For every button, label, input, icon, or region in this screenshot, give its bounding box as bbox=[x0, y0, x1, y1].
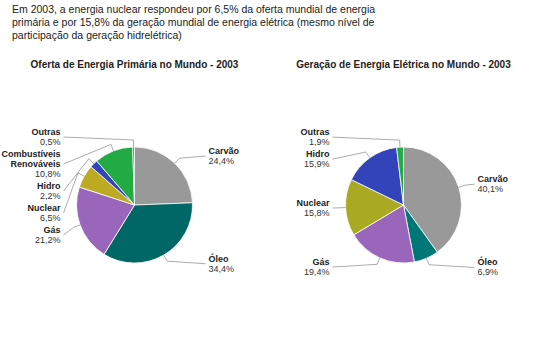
slice-category-label: Gás bbox=[43, 225, 60, 235]
slice-value-label: 40,1% bbox=[478, 184, 504, 194]
leader-line bbox=[333, 207, 346, 208]
label-line: Carvão bbox=[478, 174, 509, 184]
slice-value-label: 2,2% bbox=[40, 191, 61, 201]
header-line: primária e por 15,8% da geração mundial … bbox=[12, 16, 375, 28]
leader-line bbox=[175, 156, 206, 163]
slice-category-label: Nuclear bbox=[296, 198, 330, 208]
leader-line bbox=[333, 137, 401, 147]
label-line: Carvão bbox=[209, 146, 240, 156]
chart-canvas: Em 2003, a energia nuclear respondeu por… bbox=[0, 0, 538, 338]
label-line: Outras bbox=[300, 127, 329, 137]
label-line: Óleo bbox=[478, 256, 499, 267]
leader-line bbox=[64, 225, 81, 235]
label-line: Renováveis bbox=[10, 159, 60, 169]
slice-category-label: Nuclear bbox=[27, 203, 61, 213]
leader-line bbox=[64, 173, 85, 213]
pie-chart: Oferta de Energia Primária no Mundo - 20… bbox=[1, 59, 239, 274]
pie-slice bbox=[135, 147, 193, 205]
pie-slice bbox=[397, 147, 404, 205]
slices bbox=[345, 147, 461, 263]
label-line: Combustíveis bbox=[1, 149, 60, 159]
pie-slice bbox=[351, 147, 403, 205]
leader-line bbox=[333, 152, 370, 159]
chart-title: Geração de Energia Elétrica no Mundo - 2… bbox=[296, 59, 511, 70]
slice-value-label: 15,8% bbox=[304, 208, 330, 218]
slice-category-label: Outras bbox=[31, 127, 60, 137]
chart-title: Oferta de Energia Primária no Mundo - 20… bbox=[31, 59, 239, 70]
slice-value-label: 6,9% bbox=[478, 267, 499, 277]
slice-category-label: Hidro bbox=[306, 149, 330, 159]
label-line: Hidro bbox=[37, 181, 61, 191]
header-annotation: Em 2003, a energia nuclear respondeu por… bbox=[12, 3, 375, 41]
leader-line bbox=[333, 258, 380, 267]
slice-category-label: Óleo bbox=[209, 253, 230, 264]
slice-category-label: CombustíveisRenováveis bbox=[1, 149, 60, 169]
leader-line bbox=[64, 137, 134, 147]
leader-line bbox=[64, 144, 114, 164]
slice-category-label: Gás bbox=[312, 257, 329, 267]
label-line: Nuclear bbox=[296, 198, 330, 208]
pie-slice bbox=[133, 147, 135, 205]
slice-value-label: 0,5% bbox=[40, 137, 61, 147]
slice-value-label: 6,5% bbox=[40, 213, 61, 223]
label-line: Gás bbox=[312, 257, 329, 267]
slice-value-label: 21,2% bbox=[35, 235, 61, 245]
label-line: Nuclear bbox=[27, 203, 61, 213]
slice-category-label: Carvão bbox=[478, 174, 509, 184]
slices bbox=[77, 147, 193, 263]
slice-value-label: 1,9% bbox=[309, 137, 330, 147]
pie-chart: Geração de Energia Elétrica no Mundo - 2… bbox=[296, 59, 511, 277]
slice-value-label: 10,8% bbox=[35, 169, 61, 179]
leader-line bbox=[64, 159, 94, 191]
pie-slice bbox=[97, 147, 135, 205]
slice-value-label: 34,4% bbox=[209, 264, 235, 274]
label-line: Óleo bbox=[209, 253, 230, 264]
header-line: Em 2003, a energia nuclear respondeu por… bbox=[12, 3, 375, 15]
slice-value-label: 19,4% bbox=[304, 267, 330, 277]
leader-line bbox=[426, 258, 474, 267]
slice-category-label: Óleo bbox=[478, 256, 499, 267]
slice-category-label: Carvão bbox=[209, 146, 240, 156]
slice-category-label: Hidro bbox=[37, 181, 61, 191]
slice-value-label: 15,9% bbox=[304, 159, 330, 169]
slice-category-label: Outras bbox=[300, 127, 329, 137]
label-line: Hidro bbox=[306, 149, 330, 159]
slice-value-label: 24,4% bbox=[209, 156, 235, 166]
label-line: Gás bbox=[43, 225, 60, 235]
leader-line bbox=[459, 184, 475, 187]
leader-line bbox=[164, 255, 206, 264]
label-line: Outras bbox=[31, 127, 60, 137]
header-line: participação da geração hidrelétrica) bbox=[12, 29, 182, 41]
